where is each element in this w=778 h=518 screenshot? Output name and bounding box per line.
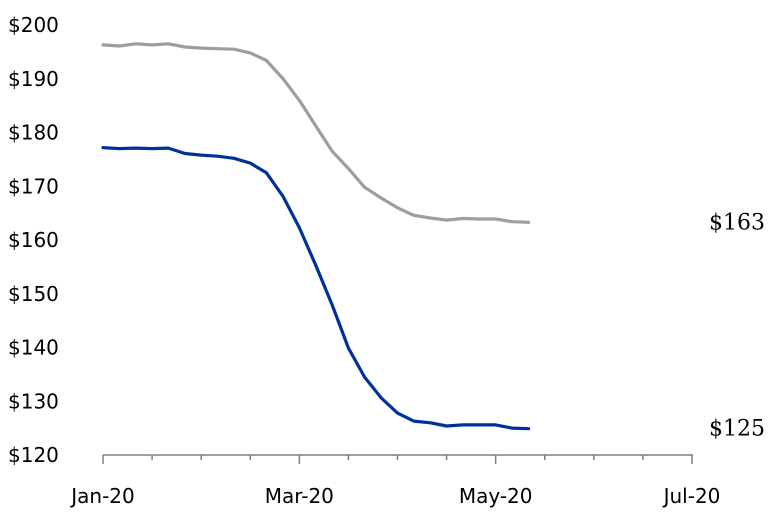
x-tick-label: Jan-20 (69, 484, 135, 508)
x-axis: Jan-20 Mar-20 May-20 Jul-20 (69, 454, 721, 508)
y-tick-label: $120 (8, 443, 59, 467)
y-tick-label: $200 (8, 13, 59, 37)
y-tick-label: $170 (8, 174, 59, 198)
series-layer (101, 42, 531, 431)
series-end-label: $163 (709, 210, 765, 235)
series-line-1 (101, 42, 531, 224)
end-labels: $163 $125 (709, 210, 765, 441)
y-tick-label: $160 (8, 228, 59, 252)
series-end-label: $125 (709, 417, 765, 442)
y-axis: $120 $130 $140 $150 $160 $170 $180 $190 $200 (8, 13, 59, 467)
x-tick-label: Jul-20 (662, 484, 721, 508)
y-tick-label: $140 (8, 336, 59, 360)
x-tick-label: May-20 (459, 484, 533, 508)
y-tick-label: $130 (8, 389, 59, 413)
y-tick-label: $150 (8, 282, 59, 306)
y-tick-label: $180 (8, 121, 59, 145)
x-tick-label: Mar-20 (265, 484, 334, 508)
series-line-2 (101, 146, 531, 431)
y-tick-label: $190 (8, 67, 59, 91)
